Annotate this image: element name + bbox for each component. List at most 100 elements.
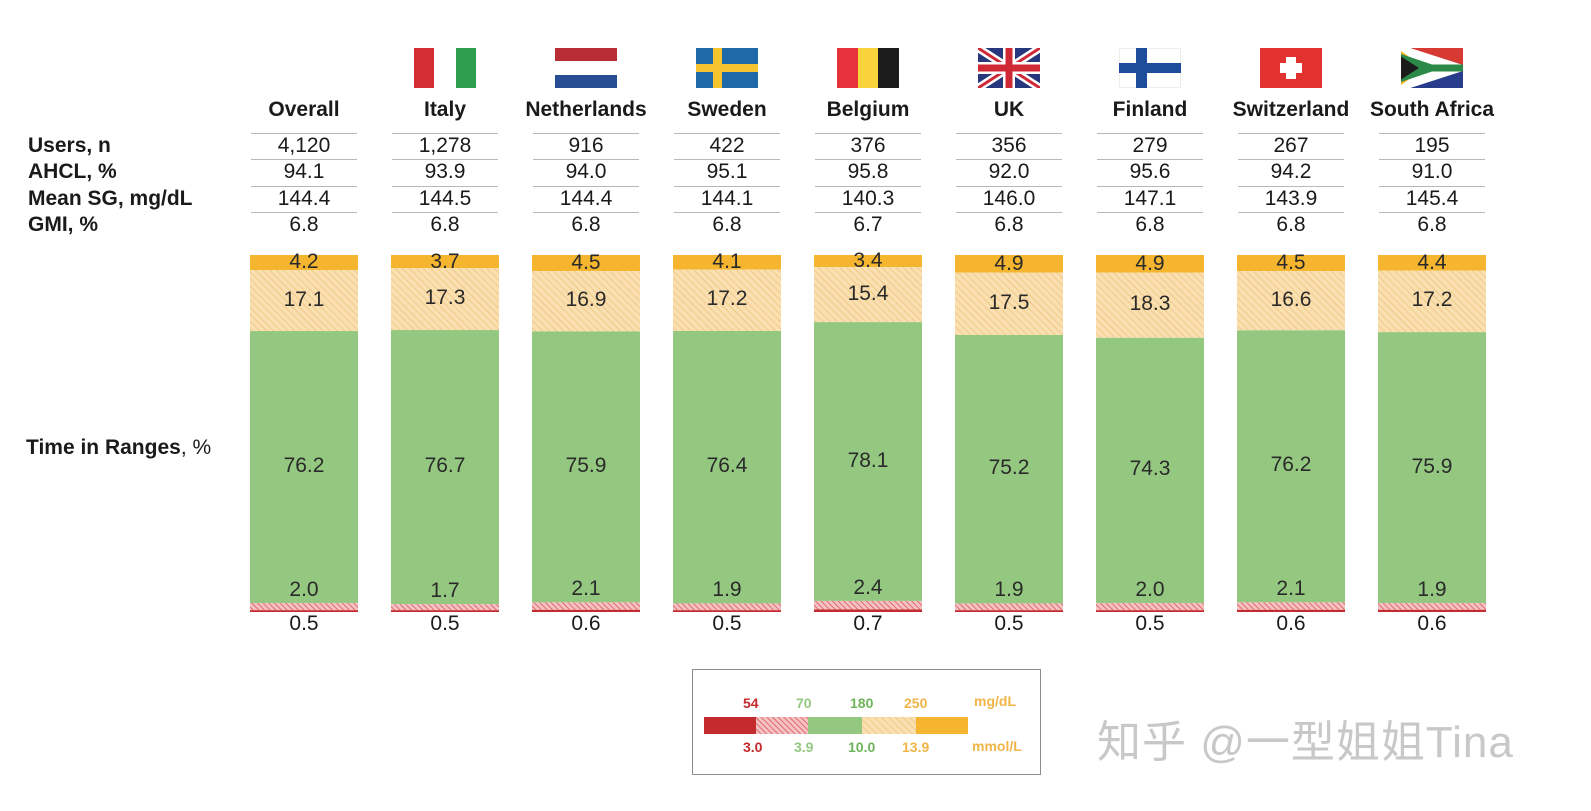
stat-gmi-switzerland: 6.8 — [1238, 212, 1344, 238]
stat-users-italy: 1,278 — [392, 133, 498, 159]
label-low-overall: 2.0 — [289, 578, 319, 602]
bar-very-high-belgium — [814, 255, 922, 268]
bar-very-high-finland — [1096, 255, 1204, 273]
label-high-sweden: 17.2 — [706, 287, 748, 311]
time-in-ranges-label-text: Time in Ranges — [26, 436, 181, 459]
bar-in-range-italy — [391, 330, 499, 605]
label-very-low-finland: 0.5 — [1135, 612, 1165, 635]
row-label-ahcl: AHCL, % — [28, 160, 117, 183]
watermark: 知乎 @一型姐姐Tina — [1097, 718, 1514, 767]
label-in-range-switzerland: 76.2 — [1270, 453, 1312, 477]
legend-swatch-high — [862, 717, 916, 734]
legend-swatch-very-low — [704, 717, 756, 734]
bar-in-range-sweden — [673, 330, 781, 604]
label-very-high-uk: 4.9 — [994, 251, 1024, 275]
stat-gmi-uk: 6.8 — [956, 212, 1062, 238]
label-very-high-belgium: 3.4 — [853, 249, 883, 273]
label-very-high-sweden: 4.1 — [712, 250, 742, 274]
column-header-italy: Italy — [423, 98, 467, 121]
stat-mean-sg-belgium: 140.3 — [815, 186, 921, 212]
bar-high-uk — [955, 272, 1063, 335]
label-low-switzerland: 2.1 — [1276, 577, 1306, 601]
column-header-uk: UK — [993, 98, 1025, 121]
column-header-south-africa: South Africa — [1369, 98, 1495, 121]
column-header-switzerland: Switzerland — [1232, 98, 1350, 121]
netherlands-flag — [555, 48, 617, 88]
column-header-netherlands: Netherlands — [525, 98, 647, 121]
label-in-range-italy: 76.7 — [424, 454, 466, 478]
label-high-uk: 17.5 — [988, 290, 1030, 314]
label-in-range-finland: 74.3 — [1129, 457, 1171, 481]
label-very-high-finland: 4.9 — [1135, 251, 1165, 275]
stat-users-finland: 279 — [1097, 133, 1203, 159]
stat-ahcl-italy: 93.9 — [392, 159, 498, 185]
label-very-low-sweden: 0.5 — [712, 612, 742, 635]
stat-gmi-finland: 6.8 — [1097, 212, 1203, 238]
label-in-range-netherlands: 75.9 — [565, 453, 607, 477]
sweden-flag — [696, 48, 758, 88]
label-very-high-overall: 4.2 — [289, 250, 319, 274]
bar-in-range-uk — [955, 334, 1063, 604]
finland-flag — [1119, 48, 1181, 88]
stat-mean-sg-italy: 144.5 — [392, 186, 498, 212]
row-label-mean-sg: Mean SG, mg/dL — [28, 187, 193, 210]
bar-low-uk — [955, 603, 1063, 611]
bar-very-high-italy — [391, 255, 499, 269]
stat-ahcl-switzerland: 94.2 — [1238, 159, 1344, 185]
bar-very-high-south-africa — [1378, 255, 1486, 271]
stat-ahcl-overall: 94.1 — [251, 159, 357, 185]
stat-gmi-belgium: 6.7 — [815, 212, 921, 238]
column-header-overall: Overall — [268, 98, 340, 121]
bar-high-overall — [250, 269, 358, 332]
stat-mean-sg-uk: 146.0 — [956, 186, 1062, 212]
stat-ahcl-belgium: 95.8 — [815, 159, 921, 185]
bar-high-sweden — [673, 269, 781, 331]
label-low-belgium: 2.4 — [853, 575, 883, 599]
bar-high-switzerland — [1237, 271, 1345, 331]
legend-mmol-unit: mmol/L — [972, 738, 1022, 754]
legend-mmol-3-9: 3.9 — [794, 739, 814, 755]
stat-ahcl-finland: 95.6 — [1097, 159, 1203, 185]
label-low-italy: 1.7 — [430, 579, 460, 603]
stat-mean-sg-south-africa: 145.4 — [1379, 186, 1485, 212]
time-in-ranges-unit: , % — [180, 436, 212, 459]
stat-ahcl-netherlands: 94.0 — [533, 159, 639, 185]
stat-mean-sg-switzerland: 143.9 — [1238, 186, 1344, 212]
label-high-finland: 18.3 — [1129, 292, 1171, 316]
bar-in-range-overall — [250, 331, 358, 604]
bar-high-netherlands — [532, 271, 640, 332]
label-high-belgium: 15.4 — [847, 281, 889, 305]
bar-very-high-overall — [250, 255, 358, 270]
bar-low-overall — [250, 603, 358, 611]
label-very-low-overall: 0.5 — [289, 612, 319, 635]
uk-flag — [978, 48, 1040, 88]
stat-ahcl-uk: 92.0 — [956, 159, 1062, 185]
stat-gmi-overall: 6.8 — [251, 212, 357, 238]
label-very-high-south-africa: 4.4 — [1417, 250, 1447, 274]
label-high-south-africa: 17.2 — [1411, 288, 1453, 312]
label-very-high-switzerland: 4.5 — [1276, 251, 1306, 275]
bar-high-belgium — [814, 267, 922, 323]
bar-high-finland — [1096, 272, 1204, 338]
label-very-low-switzerland: 0.6 — [1276, 612, 1306, 635]
stat-mean-sg-sweden: 144.1 — [674, 186, 780, 212]
row-label-gmi: GMI, % — [28, 213, 99, 236]
bar-high-italy — [391, 268, 499, 331]
legend-swatch-in-range — [808, 717, 862, 734]
stat-mean-sg-finland: 147.1 — [1097, 186, 1203, 212]
stat-users-south-africa: 195 — [1379, 133, 1485, 159]
bar-very-high-sweden — [673, 255, 781, 270]
bar-very-high-switzerland — [1237, 255, 1345, 272]
stat-mean-sg-overall: 144.4 — [251, 186, 357, 212]
stat-users-switzerland: 267 — [1238, 133, 1344, 159]
label-high-switzerland: 16.6 — [1270, 287, 1312, 311]
belgium-flag — [837, 48, 899, 88]
label-in-range-sweden: 76.4 — [706, 454, 748, 478]
label-high-overall: 17.1 — [283, 287, 325, 311]
label-very-low-italy: 0.5 — [430, 612, 460, 635]
bar-in-range-switzerland — [1237, 330, 1345, 603]
bar-low-south-africa — [1378, 603, 1486, 610]
label-in-range-south-africa: 75.9 — [1411, 454, 1453, 478]
column-header-finland: Finland — [1112, 98, 1188, 121]
label-high-italy: 17.3 — [424, 286, 466, 310]
